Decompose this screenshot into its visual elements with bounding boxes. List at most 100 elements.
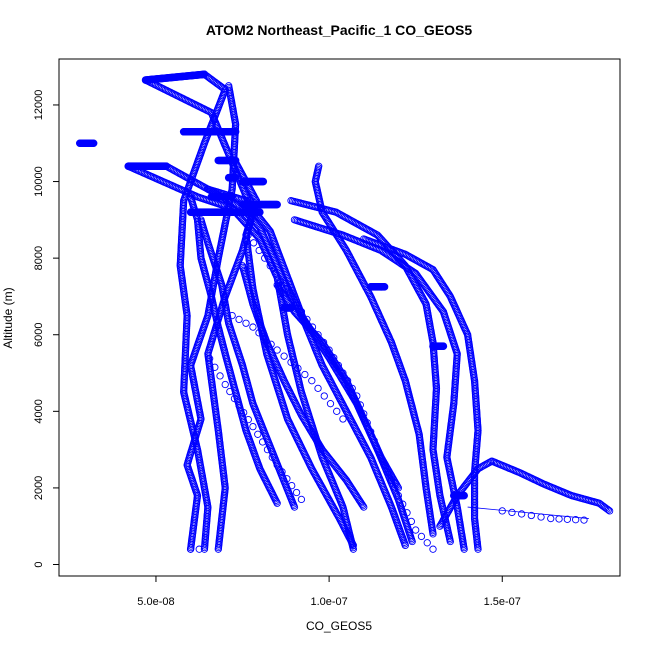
data-point xyxy=(268,453,276,461)
y-tick-label: 6000 xyxy=(33,322,45,346)
data-point xyxy=(439,342,448,351)
sparse-trace-0 xyxy=(186,545,203,553)
data-point xyxy=(230,394,239,403)
data-point xyxy=(211,363,219,371)
data-point xyxy=(356,401,364,409)
data-point xyxy=(353,392,361,400)
data-point xyxy=(498,507,506,515)
data-point xyxy=(555,515,563,523)
data-point xyxy=(314,331,322,339)
data-point xyxy=(283,475,291,483)
series-12 xyxy=(186,193,281,507)
data-point xyxy=(287,304,295,312)
series-7 xyxy=(311,162,437,538)
data-point xyxy=(320,392,328,400)
data-point xyxy=(348,384,356,392)
data-point xyxy=(572,516,580,524)
data-point xyxy=(460,491,468,500)
data-point xyxy=(360,410,368,418)
y-tick-label: 0 xyxy=(33,561,45,567)
data-point xyxy=(339,415,347,423)
data-point xyxy=(255,329,263,337)
data-point xyxy=(508,508,516,517)
data-point xyxy=(315,162,323,170)
data-point xyxy=(333,407,341,415)
segment-8 xyxy=(238,200,281,209)
data-point xyxy=(249,422,257,431)
series-11 xyxy=(436,457,614,530)
segment-10 xyxy=(280,304,295,312)
data-point xyxy=(282,285,290,293)
data-point xyxy=(330,354,338,362)
data-point xyxy=(273,200,281,209)
data-point xyxy=(399,500,407,508)
x-tick-label: 1.5e-07 xyxy=(484,596,521,608)
data-point xyxy=(267,340,275,348)
data-point xyxy=(261,334,269,343)
data-point xyxy=(292,300,300,308)
data-point xyxy=(297,308,306,316)
data-point xyxy=(387,476,396,484)
data-point xyxy=(200,70,209,79)
segment-11 xyxy=(366,283,389,291)
data-point xyxy=(403,509,411,517)
y-tick-label: 10000 xyxy=(33,166,45,197)
data-point xyxy=(287,292,295,301)
data-point xyxy=(235,401,243,410)
data-point xyxy=(394,491,403,500)
data-point xyxy=(377,453,385,461)
data-point xyxy=(287,358,295,366)
data-point xyxy=(280,352,288,360)
data-point xyxy=(301,370,309,379)
sparse-trace-2 xyxy=(244,231,437,553)
data-point xyxy=(290,216,299,224)
data-point xyxy=(278,468,286,476)
data-point xyxy=(303,315,311,324)
data-point xyxy=(276,277,285,285)
data-point xyxy=(249,323,257,331)
x-tick-label: 1.0e-07 xyxy=(310,596,347,608)
data-point xyxy=(297,495,306,504)
x-tick-label: 5.0e-08 xyxy=(137,596,174,608)
data-point xyxy=(231,127,240,136)
data-point xyxy=(391,484,399,492)
data-point xyxy=(384,468,392,477)
data-point xyxy=(294,364,302,373)
data-point xyxy=(417,532,426,541)
data-point xyxy=(259,177,268,186)
data-point xyxy=(186,193,195,201)
data-point xyxy=(226,387,234,396)
data-point xyxy=(334,361,342,370)
data-point xyxy=(255,246,263,255)
data-point xyxy=(216,372,224,380)
data-point xyxy=(242,319,250,327)
segment-0 xyxy=(75,139,98,148)
y-tick-label: 8000 xyxy=(33,246,45,270)
data-point xyxy=(429,545,437,553)
data-point xyxy=(518,510,526,518)
data-point xyxy=(244,415,252,424)
data-point xyxy=(228,193,236,201)
data-point xyxy=(380,461,389,469)
data-point xyxy=(363,419,371,427)
data-point xyxy=(231,156,240,165)
data-point xyxy=(314,384,322,392)
data-point xyxy=(325,346,333,354)
segment-5 xyxy=(238,177,268,186)
data-point xyxy=(266,262,274,270)
data-point xyxy=(261,254,269,262)
x-axis-label: CO_GEOS5 xyxy=(306,619,372,633)
segment-12 xyxy=(429,342,448,351)
data-point xyxy=(407,517,416,526)
sparse-trace-3 xyxy=(228,311,347,423)
data-point xyxy=(423,539,431,547)
data-point xyxy=(604,506,612,514)
data-point xyxy=(221,380,229,389)
data-point xyxy=(367,428,375,436)
plot-marks xyxy=(75,70,614,553)
data-point xyxy=(547,514,555,523)
data-point xyxy=(231,173,240,182)
